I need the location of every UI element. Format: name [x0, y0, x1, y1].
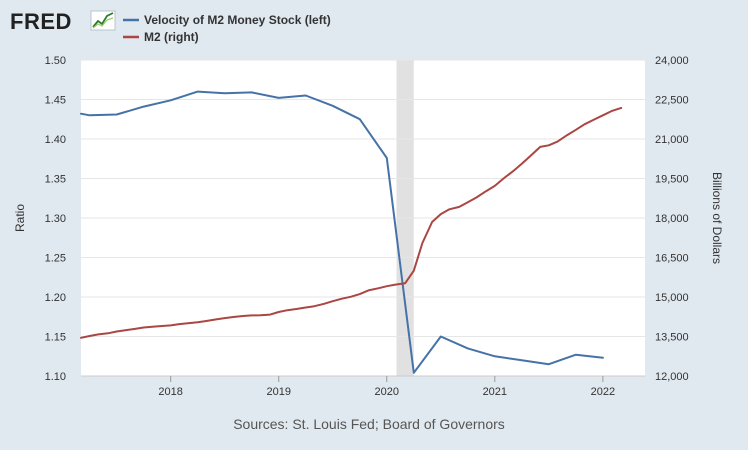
- y-left-tick-label: 1.15: [45, 332, 66, 344]
- y-axis-right-ticks: 12,000 13,500 15,000 16,500 18,000 19,500 21,0…: [655, 55, 689, 383]
- x-tick-label: 2022: [591, 386, 615, 398]
- series-line-velocity[interactable]: [80, 90, 604, 374]
- y-left-tick-label: 1.45: [45, 95, 66, 107]
- y-left-tick-label: 1.50: [45, 55, 66, 67]
- y-left-tick-label: 1.20: [45, 292, 66, 304]
- y-axis-left-ticks: 1.10 1.15 1.20 1.25 1.30 1.35 1.40 1.45 1.50: [45, 55, 66, 383]
- y-right-tick-label: 13,500: [655, 332, 689, 344]
- y-axis-right-title: Billions of Dollars: [710, 172, 724, 264]
- legend-item-velocity[interactable]: Velocity of M2 Money Stock (left): [123, 13, 331, 27]
- legend-item-m2[interactable]: M2 (right): [123, 30, 199, 44]
- line-chart-icon: [90, 10, 116, 31]
- y-right-tick-label: 16,500: [655, 253, 689, 265]
- fred-logo[interactable]: FRED: [10, 9, 116, 34]
- x-tick-label: 2018: [158, 386, 182, 398]
- gridlines: [81, 59, 645, 377]
- y-left-tick-label: 1.35: [45, 174, 66, 186]
- y-right-tick-label: 21,000: [655, 134, 689, 146]
- legend-label-m2: M2 (right): [144, 30, 199, 44]
- source-note: Sources: St. Louis Fed; Board of Governo…: [233, 416, 505, 432]
- series-line-m2[interactable]: [80, 106, 623, 339]
- y-left-tick-label: 1.40: [45, 134, 66, 146]
- y-left-tick-label: 1.30: [45, 213, 66, 225]
- x-tick-label: 2020: [375, 386, 399, 398]
- x-axis-ticks: 2018 2019 2020 2021 2022: [158, 376, 615, 398]
- x-tick-label: 2019: [266, 386, 290, 398]
- y-right-tick-label: 18,000: [655, 213, 689, 225]
- y-left-tick-label: 1.10: [45, 371, 66, 383]
- y-right-tick-label: 22,500: [655, 95, 689, 107]
- x-tick-label: 2021: [483, 386, 507, 398]
- y-left-tick-label: 1.25: [45, 253, 66, 265]
- y-right-tick-label: 12,000: [655, 371, 689, 383]
- fred-logo-text: FRED: [10, 9, 72, 34]
- series-layer[interactable]: [80, 90, 623, 374]
- legend-label-velocity: Velocity of M2 Money Stock (left): [144, 13, 331, 27]
- y-right-tick-label: 24,000: [655, 55, 689, 67]
- y-right-tick-label: 19,500: [655, 174, 689, 186]
- y-axis-left-title: Ratio: [13, 204, 27, 232]
- legend: Velocity of M2 Money Stock (left) M2 (ri…: [123, 13, 331, 44]
- y-right-tick-label: 15,000: [655, 292, 689, 304]
